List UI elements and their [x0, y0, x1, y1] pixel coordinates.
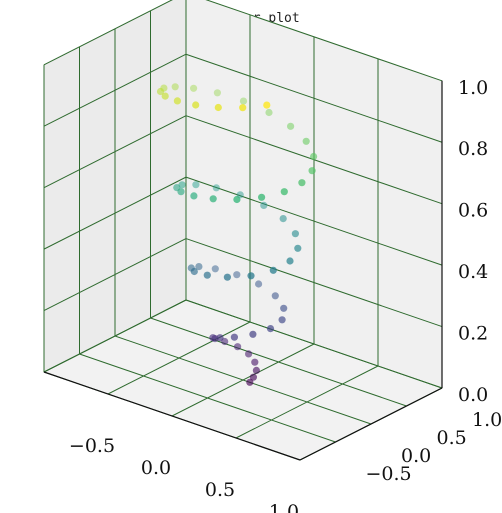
data-point: [287, 122, 295, 130]
z-tick-label: 1.0: [458, 77, 488, 99]
data-point: [211, 265, 219, 273]
data-point: [291, 230, 299, 238]
data-point: [247, 272, 255, 280]
data-point: [209, 195, 217, 203]
x-axis-ticks: −0.5 0.0 0.5 1.0: [69, 435, 299, 513]
z-grid-left-wall: [43, 176, 187, 250]
data-point: [260, 201, 268, 209]
z-grid-back-wall: [185, 238, 443, 328]
data-point: [286, 257, 294, 265]
data-point: [216, 334, 224, 342]
z-tick-label: 0.8: [458, 138, 488, 160]
x-tick-label: −0.5: [69, 435, 115, 457]
data-point: [173, 97, 181, 105]
data-point: [195, 263, 203, 271]
data-point: [233, 195, 241, 204]
y-grid-floor: [150, 317, 407, 407]
z-grid-left-wall: [43, 53, 187, 127]
y-grid-floor: [79, 353, 336, 443]
data-point: [233, 271, 241, 279]
z-tick-label: 0.0: [458, 384, 488, 406]
data-point: [271, 292, 279, 300]
data-point: [223, 273, 231, 281]
data-point: [265, 108, 273, 117]
y-tick-label: 0.5: [437, 427, 467, 449]
data-point: [192, 101, 200, 109]
data-point: [239, 97, 248, 105]
data-point: [258, 193, 266, 201]
data-point: [177, 188, 185, 196]
data-point: [239, 104, 247, 112]
data-point: [156, 87, 165, 96]
data-point: [310, 152, 318, 161]
data-point: [213, 89, 221, 97]
z-grid-back-wall: [185, 53, 443, 143]
data-point: [209, 334, 217, 342]
data-point: [298, 179, 306, 187]
z-tick-label: 0.4: [458, 261, 488, 283]
y-tick-label: 0.0: [401, 445, 431, 467]
z-axis-ticks: 0.0 0.2 0.4 0.6 0.8 1.0: [458, 77, 488, 406]
data-point: [171, 83, 179, 91]
x-tick-label: 0.5: [205, 479, 235, 501]
data-point: [255, 280, 263, 288]
data-point: [214, 103, 222, 112]
data-point: [302, 137, 310, 145]
data-point: [252, 366, 260, 374]
data-point: [279, 215, 287, 223]
z-grid-left-wall: [43, 115, 187, 189]
data-point: [249, 373, 257, 381]
axis-panes: [42, 0, 444, 461]
data-point: [308, 167, 316, 175]
data-point: [212, 184, 220, 192]
z-grid-left-wall: [43, 238, 187, 312]
data-point: [234, 343, 242, 351]
data-point: [190, 192, 198, 200]
data-point: [190, 267, 198, 276]
data-point: [266, 325, 275, 333]
z-grid-back-wall: [205, 0, 443, 82]
data-point: [280, 304, 288, 312]
data-point: [192, 181, 200, 189]
data-point: [190, 84, 198, 92]
grid-lines: [43, 0, 443, 461]
data-point: [249, 330, 257, 338]
x-tick-label: 0.0: [141, 457, 171, 479]
data-point: [269, 266, 277, 274]
z-tick-label: 0.2: [458, 323, 488, 345]
data-point: [245, 350, 253, 358]
data-point: [251, 358, 259, 366]
z-grid-left-wall: [43, 299, 187, 373]
data-point: [263, 101, 271, 109]
data-point: [203, 271, 211, 279]
data-point: [230, 333, 238, 341]
data-point: [294, 244, 302, 252]
z-grid-left-wall: [43, 0, 173, 66]
y-axis-line: [299, 387, 443, 461]
data-point: [178, 181, 186, 189]
data-point: [161, 92, 169, 100]
x-axis-line: [43, 371, 301, 461]
y-tick-label: −0.5: [366, 463, 412, 485]
y-axis-ticks: −0.50.0 0.51.0: [366, 409, 502, 485]
x-tick-label: 1.0: [269, 501, 299, 513]
y-tick-label: 1.0: [472, 409, 502, 431]
data-point: [246, 378, 254, 386]
data-point: [278, 316, 286, 324]
data-point: [280, 188, 288, 196]
data-points: [156, 83, 318, 386]
z-tick-label: 0.6: [458, 200, 488, 222]
y-grid-floor: [114, 335, 372, 425]
z-grid-back-wall: [185, 299, 443, 389]
z-grid-back-wall: [185, 176, 443, 266]
